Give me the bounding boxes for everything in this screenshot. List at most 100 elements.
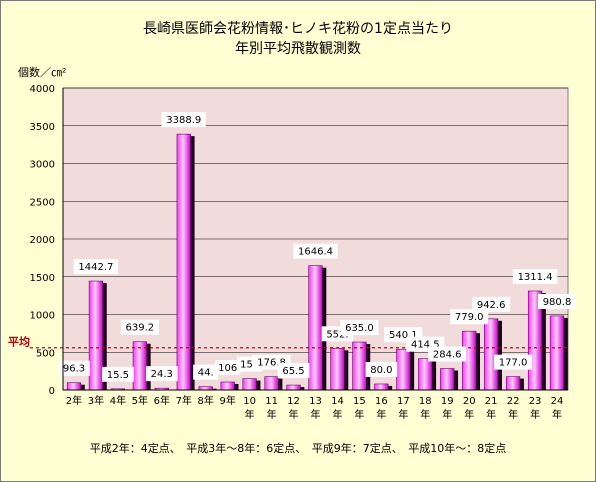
x-tick-label: 3年 bbox=[88, 394, 104, 407]
y-unit-label: 個数／㎝² bbox=[18, 66, 67, 79]
x-tick-label-unit: 年 bbox=[398, 408, 408, 421]
x-tick-label: 16 bbox=[375, 396, 388, 407]
x-tick-label: 6年 bbox=[154, 394, 170, 407]
data-label: 24.3 bbox=[151, 369, 173, 380]
y-tick-label: 3000 bbox=[30, 160, 55, 171]
data-label-box bbox=[538, 293, 577, 309]
x-tick-label-unit: 年 bbox=[267, 408, 277, 421]
x-tick-label: 5年 bbox=[132, 394, 148, 407]
x-tick-label: 21 bbox=[485, 396, 498, 407]
data-label: 65.5 bbox=[282, 366, 304, 377]
x-tick-label: 8年 bbox=[198, 394, 214, 407]
data-label: 177.0 bbox=[499, 358, 528, 369]
x-tick-label: 22 bbox=[507, 396, 520, 407]
data-label-box bbox=[277, 363, 310, 379]
x-tick-label-unit: 年 bbox=[332, 408, 342, 421]
x-tick-label: 2年 bbox=[66, 394, 82, 407]
bar bbox=[220, 381, 235, 391]
x-tick-label: 13 bbox=[309, 396, 322, 407]
data-label: 1442.7 bbox=[78, 262, 113, 273]
chart-title-line-2: 年別平均飛散観測数 bbox=[235, 41, 361, 57]
data-label: 414.5 bbox=[411, 340, 440, 351]
x-tick-label-unit: 年 bbox=[289, 408, 299, 421]
bar bbox=[440, 368, 455, 391]
data-label: 284.6 bbox=[433, 350, 462, 361]
data-label: 635.0 bbox=[345, 323, 374, 334]
data-label: 639.2 bbox=[126, 323, 155, 334]
data-label-box bbox=[193, 364, 219, 380]
x-tick-label-unit: 年 bbox=[486, 408, 496, 421]
data-label: 552. bbox=[326, 329, 348, 340]
bar bbox=[418, 358, 433, 391]
x-tick-label-unit: 年 bbox=[245, 408, 255, 421]
data-label-box bbox=[73, 259, 119, 275]
x-tick-label-unit: 年 bbox=[508, 408, 518, 421]
data-label: 540.1 bbox=[389, 330, 418, 341]
data-label: 106 bbox=[218, 363, 237, 374]
data-label-box bbox=[161, 112, 206, 128]
data-label-box bbox=[120, 319, 159, 335]
bar bbox=[66, 382, 82, 391]
y-tick-label: 3500 bbox=[30, 122, 55, 133]
x-tick-label: 7年 bbox=[176, 394, 192, 407]
data-label-box bbox=[340, 320, 379, 336]
bar bbox=[352, 341, 367, 391]
bar bbox=[330, 348, 345, 391]
x-tick-label: 23 bbox=[529, 396, 542, 407]
data-label: 980.8 bbox=[543, 297, 572, 308]
data-label: 15.5 bbox=[107, 370, 129, 381]
x-tick-label-unit: 年 bbox=[464, 408, 474, 421]
y-tick-label: 500 bbox=[36, 348, 55, 359]
x-tick-label: 24 bbox=[551, 396, 564, 407]
x-tick-label: 10 bbox=[243, 396, 256, 407]
data-label: 44. bbox=[198, 368, 214, 379]
data-label-box bbox=[365, 361, 398, 377]
bar bbox=[242, 378, 257, 391]
x-tick-label-unit: 年 bbox=[354, 408, 364, 421]
data-label-box bbox=[494, 354, 533, 370]
x-tick-label-unit: 年 bbox=[442, 408, 452, 421]
data-label-box bbox=[512, 268, 558, 284]
chart-title-line-1: 長崎県医師会花粉情報･ヒノキ花粉の1定点当たり bbox=[143, 21, 453, 37]
x-tick-label: 14 bbox=[331, 396, 344, 407]
bar bbox=[286, 384, 301, 391]
data-label: 176.8 bbox=[257, 358, 286, 369]
x-tick-label: 12 bbox=[287, 396, 300, 407]
y-tick-label: 1500 bbox=[30, 273, 55, 284]
bar bbox=[132, 341, 147, 391]
x-tick-label-unit: 年 bbox=[420, 408, 430, 421]
bar bbox=[176, 133, 191, 391]
x-tick-label-unit: 年 bbox=[530, 408, 540, 421]
bar bbox=[396, 348, 411, 391]
x-tick-label: 20 bbox=[463, 396, 476, 407]
data-label-box bbox=[472, 296, 511, 312]
y-tick-label: 0 bbox=[49, 386, 55, 397]
average-label: 平均 bbox=[8, 335, 30, 349]
bar bbox=[264, 376, 279, 391]
x-tick-label: 19 bbox=[441, 396, 454, 407]
x-tick-label: 9年 bbox=[219, 394, 235, 407]
data-label: 942.6 bbox=[477, 300, 506, 311]
x-tick-label-unit: 年 bbox=[552, 408, 562, 421]
data-label: 151 bbox=[240, 360, 259, 371]
data-label-box bbox=[102, 366, 134, 382]
y-tick-label: 2500 bbox=[30, 197, 55, 208]
data-label: 779.0 bbox=[455, 312, 484, 323]
y-tick-label: 4000 bbox=[30, 84, 55, 95]
bar bbox=[88, 280, 104, 391]
data-label: 3388.9 bbox=[166, 115, 201, 126]
data-label: 96.3 bbox=[63, 364, 85, 375]
data-label: 80.0 bbox=[370, 365, 392, 376]
data-label-box bbox=[215, 359, 241, 375]
y-tick-label: 1000 bbox=[30, 311, 55, 322]
x-tick-label: 15 bbox=[353, 396, 366, 407]
bar bbox=[374, 383, 389, 391]
bar bbox=[549, 315, 565, 391]
x-tick-label: 17 bbox=[397, 396, 410, 407]
data-label-box bbox=[428, 346, 467, 362]
x-tick-label: 4年 bbox=[110, 394, 126, 407]
bar bbox=[484, 318, 499, 391]
bar bbox=[308, 265, 323, 391]
bar bbox=[506, 376, 521, 391]
